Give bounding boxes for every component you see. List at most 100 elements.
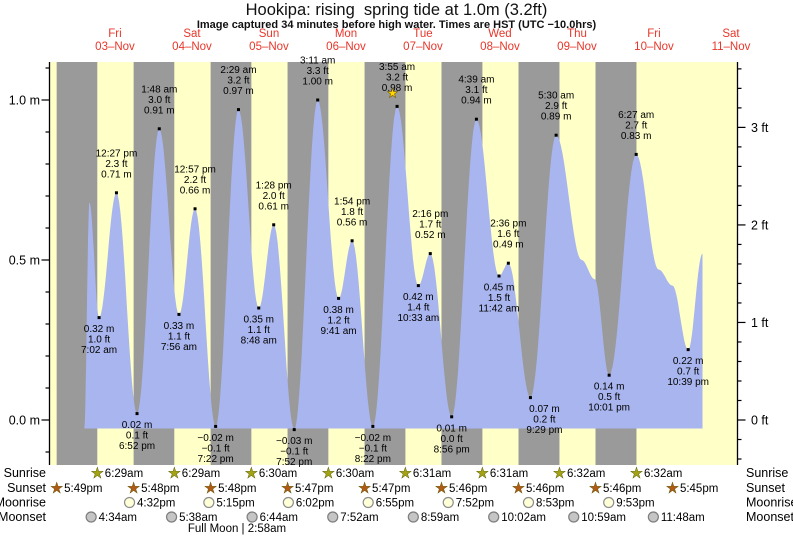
- sunrise-icon: ★: [476, 465, 489, 482]
- tide-high-annotation: 1.00 m: [302, 77, 333, 88]
- tide-high-annotation: 1:28 pm: [256, 180, 292, 191]
- tide-extreme-dot: [214, 424, 218, 428]
- current-tide-marker: ★: [387, 85, 399, 100]
- sunset-time: 5:48pm: [141, 483, 179, 495]
- y-axis-left-label: 1.0 m: [9, 94, 40, 108]
- day-label-date: 11–Nov: [712, 41, 751, 53]
- tide-low-annotation: 8:48 am: [241, 336, 277, 347]
- tide-low-annotation: 8:22 pm: [355, 454, 391, 465]
- tide-high-annotation: 1:54 pm: [334, 196, 370, 207]
- tide-low-annotation: 0.01 m: [436, 423, 467, 434]
- tide-high-annotation: 12:57 pm: [174, 164, 216, 175]
- tide-low-annotation: −0.02 m: [355, 433, 391, 444]
- row-label-moonrise-right: Moonrise: [746, 496, 793, 510]
- moonrise-time: 5:15pm: [216, 498, 254, 510]
- tide-low-annotation: 1.5 ft: [488, 293, 510, 304]
- tide-high-annotation: 0.56 m: [337, 217, 368, 228]
- tide-high-annotation: 2.2 ft: [184, 175, 206, 186]
- tide-high-annotation: 3.0 ft: [148, 95, 170, 106]
- chart-subtitle: Image captured 34 minutes before high wa…: [196, 19, 597, 31]
- tide-extreme-dot: [257, 306, 261, 310]
- tide-extreme-dot: [416, 284, 420, 288]
- moonset-time: 10:02am: [501, 512, 546, 524]
- moonrise-time: 7:52pm: [456, 498, 494, 510]
- tide-low-annotation: 7:02 am: [81, 345, 117, 356]
- moonset-icon: [647, 511, 659, 523]
- tide-extreme-dot: [428, 252, 432, 256]
- tide-high-annotation: 0.97 m: [223, 86, 254, 97]
- y-axis-right-label: 3 ft: [751, 121, 769, 135]
- tide-low-annotation: 1.0 ft: [88, 335, 110, 346]
- tide-extreme-dot: [350, 239, 354, 243]
- moonset-time: 8:59am: [421, 512, 459, 524]
- tide-low-annotation: 11:42 am: [479, 304, 520, 315]
- row-label-moonset-right: Moonset: [746, 510, 793, 524]
- tide-extreme-dot: [272, 223, 276, 227]
- tide-high-annotation: 12:27 pm: [96, 148, 138, 159]
- tide-low-annotation: 0.07 m: [529, 404, 560, 415]
- sunset-time: 5:48pm: [218, 483, 256, 495]
- tide-extreme-dot: [395, 104, 399, 108]
- tide-extreme-dot: [528, 396, 532, 400]
- tide-low-annotation: 0.38 m: [323, 305, 354, 316]
- tide-extreme-dot: [157, 127, 161, 131]
- tide-low-annotation: 0.02 m: [122, 420, 153, 431]
- tide-high-annotation: 1:48 am: [141, 84, 177, 95]
- day-label-weekday: Fri: [647, 28, 660, 40]
- moonset-icon: [85, 511, 97, 523]
- sunrise-time: 6:29am: [105, 468, 143, 480]
- tide-high-annotation: 0.66 m: [180, 185, 211, 196]
- day-label-weekday: Thu: [567, 28, 587, 40]
- tide-low-annotation: 0.32 m: [84, 324, 115, 335]
- day-label-weekday: Mon: [335, 28, 357, 40]
- row-label-moonrise-left: Moonrise: [0, 496, 46, 510]
- y-axis-right-label: 0 ft: [751, 414, 769, 428]
- tide-low-annotation: 6:52 pm: [119, 441, 155, 452]
- moonset-icon: [488, 511, 500, 523]
- sunset-icon: ★: [204, 480, 217, 497]
- moonrise-icon: [203, 496, 215, 509]
- tide-low-annotation: 0.1 ft: [126, 431, 148, 442]
- moonset-icon: [165, 511, 178, 523]
- day-label-weekday: Sat: [722, 28, 740, 40]
- tide-low-annotation: 0.7 ft: [677, 367, 699, 378]
- tide-high-annotation: 2.7 ft: [625, 120, 647, 131]
- tide-high-annotation: 2:16 pm: [412, 209, 448, 220]
- tide-curve: [84, 100, 703, 430]
- moonset-icon: [407, 511, 419, 523]
- day-label-date: 08–Nov: [480, 41, 520, 53]
- tide-extreme-dot: [337, 296, 341, 300]
- moonset-time: 7:52am: [340, 512, 378, 524]
- tide-high-annotation: 1.6 ft: [497, 229, 519, 240]
- tide-low-annotation: 9:41 am: [320, 326, 356, 337]
- day-label-weekday: Sun: [259, 28, 279, 40]
- tide-high-annotation: 0.83 m: [621, 131, 652, 142]
- moonset-icon: [568, 511, 580, 523]
- tide-low-annotation: 1.1 ft: [168, 331, 190, 342]
- sunrise-icon: ★: [91, 465, 104, 482]
- sunrise-time: 6:32am: [567, 468, 605, 480]
- tide-extreme-dot: [497, 274, 501, 278]
- tide-high-annotation: 2.0 ft: [263, 191, 285, 202]
- tide-extreme-dot: [506, 261, 510, 265]
- chart-title: Hookipa: rising spring tide at 1.0m (3.2…: [245, 1, 548, 19]
- moonset-icon: [246, 511, 258, 523]
- tide-high-annotation: 5:30 am: [538, 91, 574, 102]
- sunset-icon: ★: [666, 480, 679, 497]
- tide-high-annotation: 0.94 m: [461, 96, 492, 107]
- tide-low-annotation: 0.0 ft: [441, 434, 463, 445]
- tide-high-annotation: 3:11 am: [300, 56, 335, 67]
- moonset-time: 4:34am: [99, 512, 137, 524]
- tide-low-annotation: 7:56 am: [161, 342, 197, 353]
- sunset-icon: ★: [358, 480, 371, 497]
- sunrise-icon: ★: [553, 465, 566, 482]
- tide-extreme-dot: [371, 424, 375, 428]
- tide-low-annotation: 1.1 ft: [248, 325, 270, 336]
- day-label-weekday: Tue: [413, 28, 432, 40]
- sunset-icon: ★: [127, 480, 140, 497]
- tide-extreme-dot: [634, 152, 638, 156]
- tide-low-annotation: 0.33 m: [164, 321, 195, 332]
- tide-extreme-dot: [316, 98, 320, 102]
- sunrise-time: 6:31am: [490, 468, 528, 480]
- moonset-time: 6:44am: [260, 512, 298, 524]
